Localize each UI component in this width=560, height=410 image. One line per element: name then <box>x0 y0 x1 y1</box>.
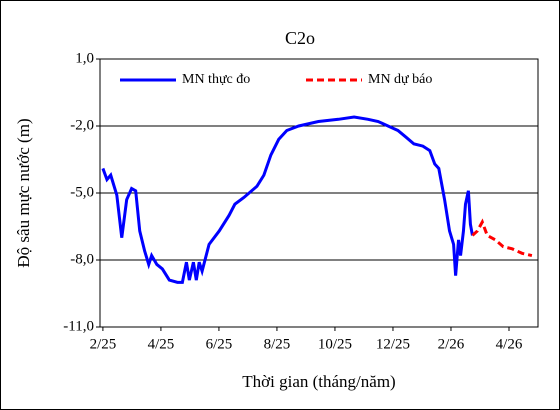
x-tick-label: 2/25 <box>90 336 117 352</box>
y-axis-label: Độ sâu mực nước (m) <box>14 118 33 267</box>
y-tick-label: -8,0 <box>70 251 94 267</box>
x-tick-label: 2/26 <box>438 336 465 352</box>
chart-title: C2o <box>285 28 315 48</box>
legend-label: MN dự báo <box>368 72 432 87</box>
y-tick-label: 1,0 <box>75 50 94 66</box>
y-tick-label: -11,0 <box>63 318 94 334</box>
data-line <box>471 218 533 257</box>
x-axis-label: Thời gian (tháng/năm) <box>242 372 395 391</box>
y-tick-label: -2,0 <box>70 117 94 133</box>
data-line <box>101 115 474 284</box>
x-tick-label: 6/25 <box>206 336 233 352</box>
x-tick-label: 10/25 <box>318 336 352 352</box>
legend-label: MN thực đo <box>182 72 250 87</box>
x-tick-label: 4/25 <box>148 336 175 352</box>
plot-border <box>99 58 539 328</box>
x-tick-label: 8/25 <box>264 336 291 352</box>
x-tick-label: 4/26 <box>496 336 523 352</box>
y-tick-label: -5,0 <box>70 184 94 200</box>
x-tick-label: 12/25 <box>376 336 410 352</box>
